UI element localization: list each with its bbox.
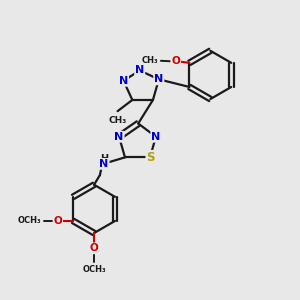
Text: CH₃: CH₃ [141, 56, 158, 65]
Text: O: O [171, 56, 180, 66]
Text: N: N [115, 132, 124, 142]
Text: N: N [135, 65, 144, 76]
Text: S: S [146, 151, 155, 164]
Text: OCH₃: OCH₃ [17, 217, 41, 226]
Text: OCH₃: OCH₃ [82, 265, 106, 274]
Text: H: H [100, 154, 108, 164]
Text: CH₃: CH₃ [109, 116, 127, 125]
Text: N: N [151, 132, 160, 142]
Text: O: O [53, 216, 62, 226]
Text: N: N [154, 74, 164, 84]
Text: N: N [99, 159, 109, 169]
Text: O: O [90, 243, 98, 253]
Text: N: N [119, 76, 128, 86]
